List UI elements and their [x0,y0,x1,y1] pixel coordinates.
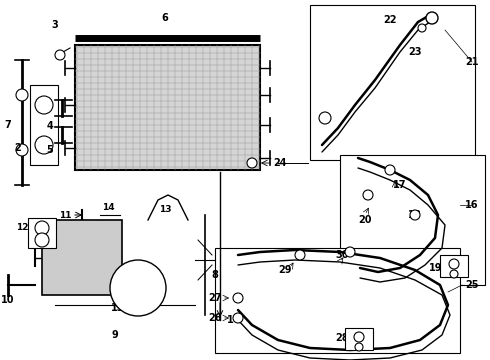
Circle shape [16,144,28,156]
Text: 23: 23 [408,47,422,57]
Text: 4: 4 [47,121,53,131]
Circle shape [363,190,373,200]
Text: 20: 20 [358,215,372,225]
Text: 14: 14 [102,203,114,212]
Text: 1: 1 [227,315,233,325]
Text: 22: 22 [383,15,397,25]
Circle shape [345,247,355,257]
Circle shape [122,272,154,304]
Circle shape [35,233,49,247]
Text: 15: 15 [111,303,125,313]
Circle shape [319,112,331,124]
Text: 28: 28 [335,333,349,343]
Bar [215,248,460,353]
Text: 10: 10 [1,295,15,305]
Text: 9: 9 [112,330,119,340]
Text: 29: 29 [278,265,292,275]
Bar [340,155,485,285]
Circle shape [355,343,363,351]
Text: 3: 3 [51,20,58,30]
Bar [28,218,56,248]
Text: 12: 12 [16,224,28,233]
Circle shape [55,50,65,60]
Circle shape [426,12,438,24]
Bar [310,5,475,160]
Text: 21: 21 [465,57,479,67]
Text: 5: 5 [47,145,53,155]
Text: 18: 18 [408,210,422,220]
Text: 2: 2 [15,143,22,153]
Circle shape [385,165,395,175]
Text: 25: 25 [465,280,479,290]
Circle shape [354,332,364,342]
Circle shape [418,24,426,32]
Text: 13: 13 [159,206,171,215]
Circle shape [35,136,53,154]
Text: 17: 17 [393,180,407,190]
Circle shape [131,281,145,295]
Text: 8: 8 [212,270,219,280]
Text: 7: 7 [4,120,11,130]
Text: 11: 11 [59,211,71,220]
Circle shape [247,158,257,168]
Bar [345,328,373,350]
Text: 27: 27 [208,293,222,303]
Circle shape [410,210,420,220]
Circle shape [233,293,243,303]
Circle shape [449,259,459,269]
Circle shape [35,96,53,114]
Text: 6: 6 [162,13,169,23]
Text: 24: 24 [273,158,287,168]
Circle shape [233,313,243,323]
Circle shape [35,221,49,235]
Circle shape [110,260,166,316]
Bar [42,220,122,295]
Text: 30: 30 [335,250,349,260]
Bar [75,45,260,170]
Circle shape [16,89,28,101]
Text: 16: 16 [465,200,479,210]
Circle shape [450,270,458,278]
Circle shape [295,250,305,260]
Bar [440,255,468,277]
Bar [30,85,58,165]
Text: 19: 19 [429,263,443,273]
Text: 26: 26 [208,313,222,323]
